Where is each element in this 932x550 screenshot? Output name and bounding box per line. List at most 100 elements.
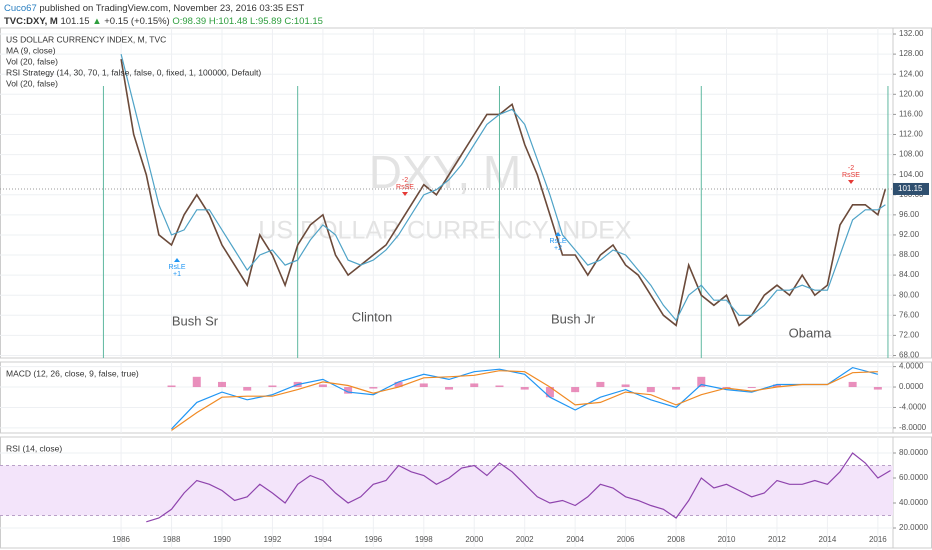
watermark: US DOLLAR CURRENCY INDEX (258, 217, 632, 245)
x-tick-label: 2014 (819, 535, 837, 544)
published: published on TradingView.com, November 2… (39, 3, 305, 14)
y-tick-label: 132.00 (899, 29, 924, 38)
y-tick-label: 84.00 (899, 270, 920, 279)
series-line (120, 53, 886, 322)
quote-line: TVC:DXY, M 101.15 ▲ +0.15 (+0.15%) O:98.… (4, 15, 323, 28)
histogram-bar (445, 387, 454, 390)
signal-qty: +2 (554, 245, 562, 252)
y-tick-label: 104.00 (899, 170, 924, 179)
y-tick-label: 20.0000 (899, 523, 928, 532)
era-label: Obama (789, 325, 832, 340)
x-tick-label: 2004 (566, 535, 584, 544)
histogram-bar (167, 385, 176, 388)
histogram-bar (545, 387, 554, 398)
y-tick-label: 80.0000 (899, 448, 928, 457)
signal-label: RsSE (842, 172, 860, 179)
y-tick-label: -4.0000 (899, 403, 927, 412)
histogram-bar (520, 387, 529, 390)
change: +0.15 (+0.15%) (104, 16, 170, 27)
close: C:101.15 (284, 16, 323, 27)
x-tick-label: 1994 (314, 535, 332, 544)
histogram-bar (772, 384, 781, 388)
header: Cuco67 published on TradingView.com, Nov… (4, 2, 323, 28)
histogram-bar (747, 387, 756, 389)
x-tick-label: 2012 (768, 535, 786, 544)
legend-entry: Vol (20, false) (6, 78, 58, 88)
y-tick-label: 120.00 (899, 89, 924, 98)
signal-label: RsSE (396, 184, 414, 191)
y-tick-label: 80.00 (899, 290, 920, 299)
x-tick-label: 1992 (264, 535, 282, 544)
y-tick-label: 108.00 (899, 150, 924, 159)
histogram-bar (217, 381, 226, 388)
y-tick-label: 128.00 (899, 49, 924, 58)
x-tick-label: 2006 (617, 535, 635, 544)
y-tick-label: 124.00 (899, 69, 924, 78)
signal-label: RsLE (168, 264, 185, 271)
histogram-bar (646, 387, 655, 393)
signal-qty: +1 (173, 271, 181, 278)
watermark: DXY, M (369, 146, 522, 198)
y-tick-label: 112.00 (899, 130, 923, 139)
pane-title: MACD (12, 26, close, 9, false, true) (6, 368, 139, 378)
pane-frame (0, 361, 932, 434)
series-line (120, 58, 887, 327)
rsi-band (0, 465, 893, 516)
high: H:101.48 (208, 16, 248, 27)
y-tick-label: 96.00 (899, 210, 920, 219)
histogram-bar (495, 385, 504, 388)
legend-entry: US DOLLAR CURRENCY INDEX, M, TVC (6, 34, 166, 44)
y-tick-label: 72.00 (899, 331, 920, 340)
y-tick-label: 60.0000 (899, 473, 928, 482)
era-label: Clinton (352, 309, 392, 324)
histogram-bar (243, 387, 252, 391)
signal-qty: -2 (848, 165, 854, 172)
y-tick-label: 4.0000 (899, 362, 924, 371)
x-tick-label: 2000 (465, 535, 483, 544)
low: L:95.89 (250, 16, 282, 27)
histogram-bar (318, 384, 327, 388)
open: O:98.39 (172, 16, 207, 27)
era-label: Bush Jr (551, 311, 596, 326)
signal-qty: -2 (402, 177, 408, 184)
y-tick-label: 68.00 (899, 351, 920, 360)
y-tick-label: 76.00 (899, 310, 920, 319)
histogram-bar (344, 387, 353, 394)
histogram-bar (621, 384, 630, 388)
histogram-bar (672, 387, 681, 390)
x-tick-label: 2010 (718, 535, 736, 544)
histogram-bar (873, 387, 882, 390)
legend-entry: MA (9, close) (6, 45, 56, 55)
signal-arrow (402, 192, 408, 196)
author[interactable]: Cuco67 (4, 3, 37, 14)
histogram-bar (268, 385, 277, 388)
signal-label: RsLE (549, 238, 566, 245)
x-tick-label: 1988 (163, 535, 181, 544)
histogram-bar (470, 383, 479, 388)
last-price-label: 101.15 (898, 184, 923, 193)
histogram-bar (596, 381, 605, 388)
series-line (146, 452, 891, 523)
arrow: ▲ (92, 16, 102, 27)
y-tick-label: 0.0000 (899, 382, 924, 391)
last-price-box (893, 182, 929, 195)
x-tick-label: 2008 (667, 535, 685, 544)
histogram-bar (369, 387, 378, 389)
histogram-bar (394, 381, 403, 388)
era-label: Bush Sr (172, 313, 219, 328)
x-tick-label: 1996 (364, 535, 382, 544)
price: 101.15 (60, 16, 90, 27)
signal-arrow (848, 180, 854, 184)
y-tick-label: 116.00 (899, 110, 923, 119)
x-tick-label: 1990 (213, 535, 231, 544)
series-line (171, 370, 878, 431)
x-tick-label: 2016 (869, 535, 887, 544)
y-tick-label: 92.00 (899, 230, 920, 239)
histogram-bar (192, 376, 201, 388)
y-tick-label: 88.00 (899, 250, 920, 259)
publish-line: Cuco67 published on TradingView.com, Nov… (4, 2, 323, 15)
histogram-bar (571, 387, 580, 393)
symbol: TVC:DXY, M (4, 16, 58, 27)
